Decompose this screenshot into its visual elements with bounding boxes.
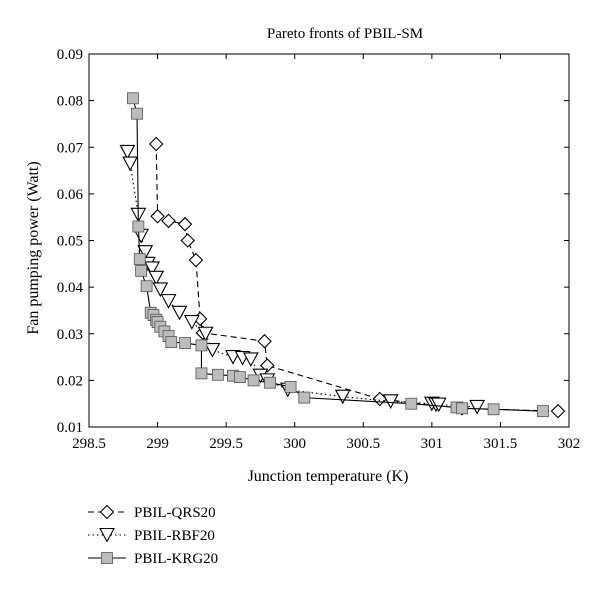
data-point (148, 270, 165, 286)
data-point (150, 208, 165, 224)
data-point (165, 336, 178, 349)
y-tick-label: 0.02 (57, 373, 83, 389)
legend-marker (99, 504, 115, 520)
x-tick-label: 302 (558, 436, 581, 452)
data-point (550, 403, 566, 419)
y-tick-label: 0.03 (57, 327, 83, 343)
series-pbil-krg20 (126, 92, 549, 418)
data-point (144, 261, 161, 277)
data-point (334, 389, 351, 405)
y-tick-label: 0.01 (57, 420, 83, 436)
x-tick-label: 301 (421, 436, 444, 452)
data-point (160, 294, 177, 309)
y-tick-label: 0.06 (57, 187, 84, 203)
x-tick-label: 300.5 (346, 436, 380, 452)
y-tick-label: 0.08 (57, 94, 83, 110)
plot-frame (88, 53, 570, 428)
data-point (126, 92, 139, 105)
data-point (132, 220, 145, 233)
data-point (430, 397, 447, 413)
data-point (177, 216, 193, 232)
legend-marker (101, 552, 113, 564)
data-point (195, 339, 208, 352)
series-line (126, 151, 478, 408)
data-point (197, 326, 214, 342)
data-point (171, 305, 188, 321)
x-tick-label: 299 (146, 436, 169, 452)
series-layer (119, 92, 566, 419)
series-pbil-rbf20 (119, 144, 486, 415)
x-axis-title: Junction temperature (K) (248, 468, 409, 485)
data-point (469, 399, 486, 415)
legend: PBIL-QRS20 PBIL-RBF20 PBIL-KRG20 (88, 504, 218, 567)
data-point (131, 107, 143, 120)
data-point (148, 136, 164, 152)
axis-ticks: 298.5 299 299.5 300 300.5 301 301.5 302 0.01 0.02… (57, 47, 581, 452)
plot-area (88, 53, 570, 428)
legend-label: PBIL-QRS20 (134, 505, 216, 521)
data-point (405, 397, 418, 410)
data-point (257, 333, 272, 349)
y-tick-label: 0.09 (57, 47, 83, 63)
legend-item: PBIL-RBF20 (88, 527, 215, 544)
data-point (119, 144, 136, 160)
data-point (135, 264, 148, 277)
data-point (212, 368, 224, 381)
x-tick-label: 299.5 (209, 436, 243, 452)
chart-title: Pareto fronts of PBIL-SM (267, 26, 423, 42)
data-point (180, 233, 196, 248)
data-point (183, 315, 200, 330)
y-tick-label: 0.07 (57, 140, 84, 156)
data-point (122, 156, 139, 172)
x-tick-label: 298.5 (72, 436, 106, 452)
data-point (456, 402, 468, 415)
series-pbil-qrs20 (148, 136, 566, 419)
data-point (140, 280, 153, 293)
data-point (284, 381, 297, 393)
data-point (233, 371, 246, 384)
data-point (133, 253, 146, 266)
data-point (195, 367, 208, 380)
data-point (382, 394, 399, 410)
data-point (137, 245, 154, 260)
data-point (242, 352, 259, 368)
data-point (204, 343, 221, 358)
data-point (247, 374, 260, 387)
legend-marker (99, 527, 115, 543)
data-point (179, 337, 191, 349)
y-tick-label: 0.04 (57, 280, 84, 296)
x-tick-label: 300 (283, 436, 306, 452)
x-tick-label: 301.5 (484, 436, 518, 452)
legend-item: PBIL-KRG20 (88, 551, 218, 567)
y-tick-label: 0.05 (57, 234, 83, 250)
data-point (264, 376, 276, 389)
data-point (152, 282, 169, 298)
data-point (298, 391, 311, 404)
legend-label: PBIL-RBF20 (134, 528, 215, 544)
legend-item: PBIL-QRS20 (88, 504, 216, 521)
data-point (487, 403, 500, 416)
data-point (188, 252, 204, 268)
y-axis-title: Fan pumping power (Watt) (25, 161, 42, 334)
data-point (537, 405, 549, 418)
data-point (161, 213, 176, 229)
legend-label: PBIL-KRG20 (134, 551, 218, 567)
